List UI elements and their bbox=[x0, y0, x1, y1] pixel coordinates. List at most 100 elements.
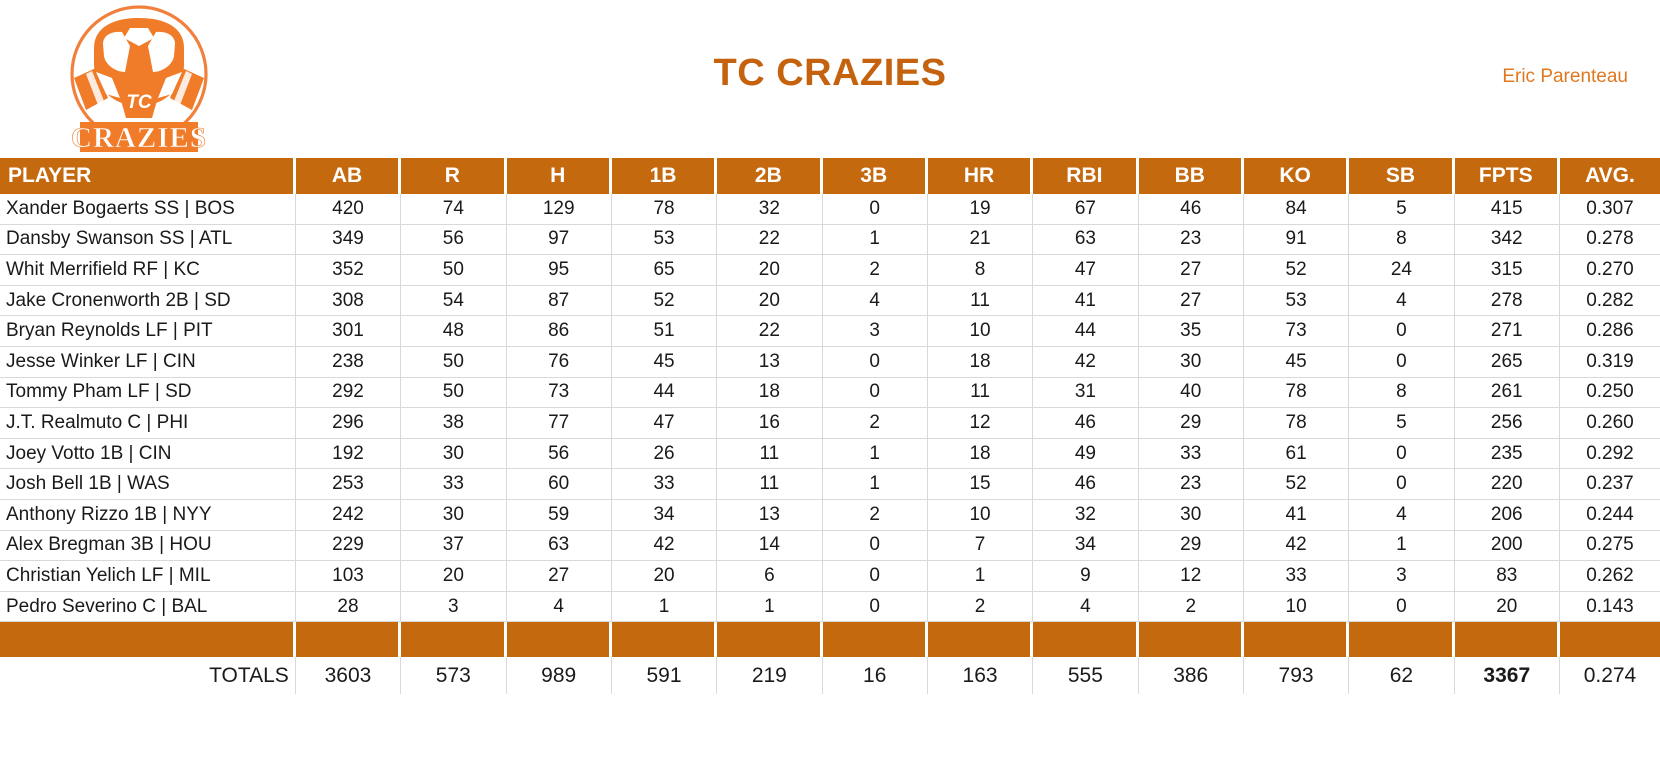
column-header-2b[interactable]: 2B bbox=[717, 158, 823, 194]
column-header-avg[interactable]: AVG. bbox=[1559, 158, 1660, 194]
player-name-cell[interactable]: Xander Bogaerts SS | BOS bbox=[0, 194, 296, 225]
cell-bb: 12 bbox=[1138, 561, 1244, 592]
cell-rbi: 47 bbox=[1033, 255, 1139, 286]
cell-ko: 61 bbox=[1243, 438, 1350, 470]
table-row: Pedro Severino C | BAL 28 3 4 1 1 0 2 4 2 10 0 20 0.1… bbox=[0, 591, 1660, 623]
cell-bb: 46 bbox=[1138, 194, 1244, 225]
cell-hr: 10 bbox=[927, 316, 1034, 347]
cell-ko: 73 bbox=[1243, 316, 1350, 347]
cell-3b: 1 bbox=[822, 438, 928, 470]
cell-ab: 103 bbox=[295, 561, 402, 592]
cell-avg: 0.275 bbox=[1559, 530, 1660, 562]
cell-r: 37 bbox=[401, 530, 507, 562]
player-name-cell[interactable]: Whit Merrifield RF | KC bbox=[0, 255, 296, 286]
spacer-cell bbox=[927, 622, 1034, 658]
cell-2b: 20 bbox=[717, 285, 823, 317]
player-name-cell[interactable]: Alex Bregman 3B | HOU bbox=[0, 530, 296, 562]
cell-avg: 0.270 bbox=[1559, 255, 1660, 286]
cell-r: 74 bbox=[401, 194, 507, 225]
logo-tc-text: TC bbox=[126, 92, 152, 113]
spacer-cell bbox=[295, 622, 402, 658]
cell-hr: 18 bbox=[927, 346, 1034, 378]
cell-sb: 5 bbox=[1349, 408, 1455, 439]
column-header-r[interactable]: R bbox=[401, 158, 507, 194]
cell-fpts: 206 bbox=[1454, 499, 1560, 531]
cell-ko: 42 bbox=[1243, 530, 1350, 562]
totals-avg: 0.274 bbox=[1559, 657, 1660, 695]
totals-ab: 3603 bbox=[295, 657, 402, 695]
player-name-cell[interactable]: Tommy Pham LF | SD bbox=[0, 377, 296, 409]
player-name-cell[interactable]: Dansby Swanson SS | ATL bbox=[0, 224, 296, 256]
logo-crazies-text: CRAZIES bbox=[71, 122, 207, 154]
column-header-bb[interactable]: BB bbox=[1138, 158, 1244, 194]
cell-2b: 22 bbox=[717, 316, 823, 347]
cell-2b: 14 bbox=[717, 530, 823, 562]
totals-1b: 591 bbox=[611, 657, 718, 695]
cell-hr: 19 bbox=[927, 194, 1034, 225]
table-totals-row: TOTALS 3603 573 989 591 219 16 163 555 3… bbox=[0, 657, 1660, 695]
column-header-3b[interactable]: 3B bbox=[822, 158, 928, 194]
cell-bb: 35 bbox=[1138, 316, 1244, 347]
cell-2b: 1 bbox=[717, 591, 823, 623]
player-name-cell[interactable]: J.T. Realmuto C | PHI bbox=[0, 408, 296, 439]
cell-2b: 20 bbox=[717, 255, 823, 286]
cell-3b: 1 bbox=[822, 469, 928, 500]
table-row: Whit Merrifield RF | KC 352 50 95 65 20 2 8 47 27… bbox=[0, 255, 1660, 286]
table-row: Xander Bogaerts SS | BOS 420 74 129 78 32 0 19 6… bbox=[0, 194, 1660, 225]
cell-hr: 12 bbox=[927, 408, 1034, 439]
cell-rbi: 63 bbox=[1033, 224, 1139, 256]
cell-avg: 0.260 bbox=[1559, 408, 1660, 439]
spacer-cell bbox=[1349, 622, 1455, 658]
totals-sb: 62 bbox=[1349, 657, 1455, 695]
cell-ko: 33 bbox=[1243, 561, 1350, 592]
table-body: Xander Bogaerts SS | BOS 420 74 129 78 32 0 19 6… bbox=[0, 194, 1660, 623]
cell-rbi: 42 bbox=[1033, 346, 1139, 378]
cell-avg: 0.282 bbox=[1559, 285, 1660, 317]
column-header-player[interactable]: PLAYER bbox=[0, 158, 296, 194]
player-name-cell[interactable]: Joey Votto 1B | CIN bbox=[0, 438, 296, 470]
cell-avg: 0.244 bbox=[1559, 499, 1660, 531]
cell-rbi: 49 bbox=[1033, 438, 1139, 470]
cell-h: 95 bbox=[506, 255, 612, 286]
cell-rbi: 46 bbox=[1033, 469, 1139, 500]
cell-ab: 301 bbox=[295, 316, 402, 347]
cell-rbi: 4 bbox=[1033, 591, 1139, 623]
player-name-cell[interactable]: Jesse Winker LF | CIN bbox=[0, 346, 296, 378]
cell-r: 38 bbox=[401, 408, 507, 439]
column-header-1b[interactable]: 1B bbox=[611, 158, 718, 194]
cell-rbi: 41 bbox=[1033, 285, 1139, 317]
cell-r: 20 bbox=[401, 561, 507, 592]
cell-3b: 0 bbox=[822, 194, 928, 225]
cell-bb: 27 bbox=[1138, 255, 1244, 286]
cell-1b: 47 bbox=[611, 408, 718, 439]
column-header-ko[interactable]: KO bbox=[1243, 158, 1350, 194]
player-name-cell[interactable]: Christian Yelich LF | MIL bbox=[0, 561, 296, 592]
player-name-cell[interactable]: Anthony Rizzo 1B | NYY bbox=[0, 499, 296, 531]
column-header-hr[interactable]: HR bbox=[927, 158, 1034, 194]
cell-sb: 0 bbox=[1349, 469, 1455, 500]
cell-sb: 3 bbox=[1349, 561, 1455, 592]
cell-hr: 8 bbox=[927, 255, 1034, 286]
spacer-cell bbox=[822, 622, 928, 658]
cell-bb: 30 bbox=[1138, 346, 1244, 378]
column-header-h[interactable]: H bbox=[506, 158, 612, 194]
player-name-cell[interactable]: Jake Cronenworth 2B | SD bbox=[0, 285, 296, 317]
column-header-rbi[interactable]: RBI bbox=[1033, 158, 1139, 194]
totals-bb: 386 bbox=[1138, 657, 1244, 695]
column-header-ab[interactable]: AB bbox=[295, 158, 402, 194]
cell-ko: 91 bbox=[1243, 224, 1350, 256]
cell-fpts: 83 bbox=[1454, 561, 1560, 592]
cell-bb: 2 bbox=[1138, 591, 1244, 623]
cell-fpts: 256 bbox=[1454, 408, 1560, 439]
player-name-cell[interactable]: Pedro Severino C | BAL bbox=[0, 591, 296, 623]
cell-r: 48 bbox=[401, 316, 507, 347]
totals-r: 573 bbox=[401, 657, 507, 695]
column-header-sb[interactable]: SB bbox=[1349, 158, 1455, 194]
cell-ab: 192 bbox=[295, 438, 402, 470]
player-name-cell[interactable]: Bryan Reynolds LF | PIT bbox=[0, 316, 296, 347]
column-header-fpts[interactable]: FPTS bbox=[1454, 158, 1560, 194]
cell-fpts: 315 bbox=[1454, 255, 1560, 286]
player-name-cell[interactable]: Josh Bell 1B | WAS bbox=[0, 469, 296, 500]
cell-sb: 8 bbox=[1349, 377, 1455, 409]
spacer-cell bbox=[717, 622, 823, 658]
